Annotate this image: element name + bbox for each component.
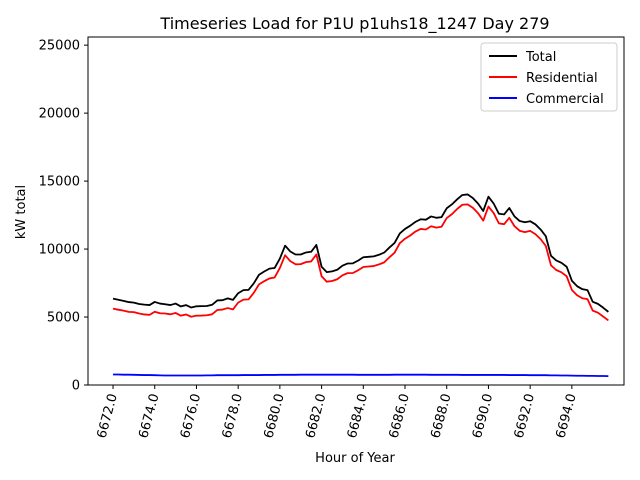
series-line-commercial bbox=[113, 373, 609, 378]
y-tick-label: 10000 bbox=[39, 243, 80, 258]
y-tick-label: 20000 bbox=[39, 107, 80, 122]
y-tick-label: 15000 bbox=[39, 175, 80, 190]
series-line-residential bbox=[112, 203, 609, 322]
legend: Total Residential Commercial bbox=[480, 42, 618, 112]
legend-label-total: Total bbox=[525, 50, 556, 65]
x-axis-title: Hour of Year bbox=[315, 451, 395, 466]
y-axis: 0 5000 10000 15000 20000 25000 bbox=[39, 39, 88, 394]
y-axis-title: kW total bbox=[14, 185, 29, 239]
y-tick-label: 25000 bbox=[39, 39, 80, 54]
series-line-total bbox=[112, 193, 609, 313]
y-tick-label: 5000 bbox=[47, 311, 80, 326]
legend-box bbox=[480, 42, 618, 112]
plot-area bbox=[87, 36, 625, 386]
y-tick-label: 0 bbox=[72, 379, 80, 394]
plot-frame bbox=[87, 36, 625, 386]
chart-title: Timeseries Load for P1U p1uhs18_1247 Day… bbox=[159, 14, 549, 34]
legend-label-residential: Residential bbox=[526, 71, 598, 86]
legend-label-commercial: Commercial bbox=[526, 92, 604, 107]
